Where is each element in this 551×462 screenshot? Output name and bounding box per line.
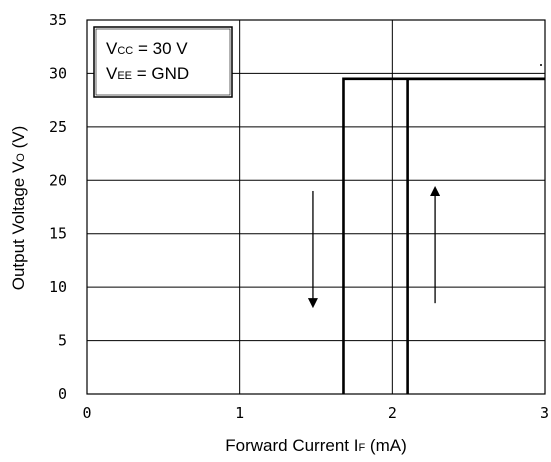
y-tick-label: 20 [49,171,67,189]
x-axis-label: Forward Current IF (mA) [225,436,406,455]
y-tick-label: 25 [49,118,67,136]
annotation-vee-prefix: V [106,64,118,83]
series-line-decreasing [342,77,545,394]
annotation-vcc-suffix: = 30 V [133,39,188,58]
y-axis-label-sub: O [15,153,27,162]
annotation-line-vee: VEE = GND [106,64,189,83]
y-tick-label: 35 [49,11,67,29]
x-axis-label-suffix: (mA) [365,436,407,455]
annotation-line-vcc: VCC = 30 V [106,39,188,58]
annotation-vcc-sub: CC [117,45,133,57]
series-line-increasing [406,77,545,394]
y-tick-labels: 0 5 10 15 20 25 30 35 [49,11,67,403]
y-axis-label: Output Voltage VO (V) [9,126,28,291]
x-tick-label: 3 [540,404,549,422]
x-tick-label: 0 [82,404,91,422]
edge-dot-mark [540,64,542,66]
y-tick-label: 10 [49,278,67,296]
x-tick-label: 2 [388,404,397,422]
direction-arrows [307,185,441,309]
annotation-box-inner [95,28,231,96]
annotation-vcc-prefix: V [106,39,118,58]
y-tick-label: 15 [49,225,67,243]
series-group [342,77,545,394]
y-axis-label-prefix: Output Voltage V [9,161,28,290]
x-axis-label-sub: F [358,442,365,454]
plot-frame [86,19,546,395]
y-tick-label: 0 [58,385,67,403]
x-tick-label: 1 [235,404,244,422]
annotation-box [93,26,233,98]
condition-annotation: VCC = 30 V VEE = GND [93,26,233,98]
y-tick-label: 30 [49,64,67,82]
y-tick-label: 5 [58,332,67,350]
x-axis-label-prefix: Forward Current I [225,436,358,455]
x-tick-labels: 0 1 2 3 [82,404,549,422]
annotation-vee-suffix: = GND [132,64,189,83]
y-axis-label-suffix: (V) [9,126,28,153]
annotation-vee-sub: EE [117,70,132,82]
